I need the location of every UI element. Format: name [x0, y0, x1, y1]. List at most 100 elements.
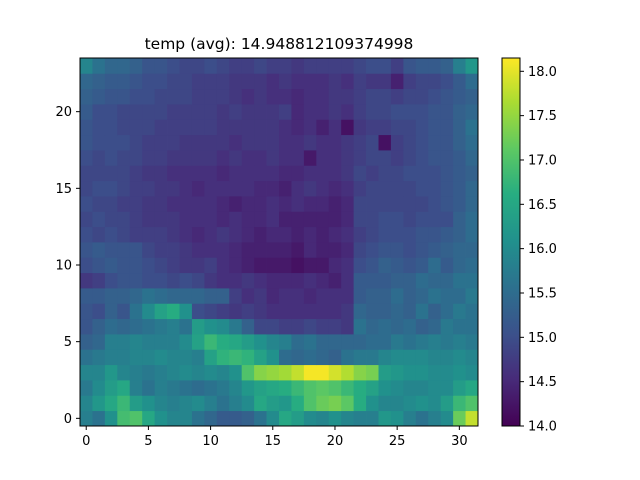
heatmap-cell — [179, 180, 193, 197]
heatmap-cell — [191, 180, 205, 197]
heatmap-cell — [366, 211, 379, 228]
heatmap-cell — [241, 196, 255, 212]
heatmap-cell — [415, 211, 429, 228]
heatmap-cell — [303, 395, 317, 412]
heatmap-cell — [279, 334, 292, 350]
heatmap-cell — [440, 58, 454, 74]
heatmap-cell — [316, 88, 330, 105]
heatmap-cell — [179, 318, 193, 335]
heatmap-cell — [291, 196, 305, 212]
heatmap-cell — [353, 226, 367, 243]
heatmap-cell — [229, 272, 243, 289]
heatmap-cell — [341, 196, 355, 212]
heatmap-cell — [415, 288, 429, 304]
heatmap-cell — [428, 257, 442, 274]
heatmap-cell — [266, 150, 280, 166]
heatmap-cell — [229, 104, 243, 120]
heatmap-cell — [104, 150, 118, 166]
heatmap-cell — [390, 211, 404, 228]
heatmap-cell — [415, 88, 429, 105]
heatmap-cell — [440, 380, 454, 396]
heatmap-cell — [191, 119, 205, 136]
heatmap-cell — [440, 180, 454, 197]
heatmap-cell — [465, 104, 479, 120]
heatmap-cell — [142, 196, 156, 212]
heatmap-cell — [216, 104, 230, 120]
heatmap-cell — [142, 303, 156, 320]
heatmap-cell — [191, 134, 205, 151]
heatmap-cell — [179, 410, 193, 427]
heatmap-cell — [216, 364, 230, 381]
heatmap-cell — [428, 349, 442, 366]
heatmap-cell — [465, 211, 479, 228]
x-tick-label: 5 — [144, 434, 152, 449]
heatmap-cell — [179, 226, 193, 243]
heatmap-cell — [428, 288, 442, 304]
heatmap-cell — [341, 303, 355, 320]
heatmap-cell — [167, 58, 180, 74]
heatmap-cell — [167, 150, 180, 166]
heatmap-cell — [92, 272, 106, 289]
heatmap-cell — [453, 334, 466, 350]
heatmap-cell — [303, 88, 317, 105]
heatmap-cell — [366, 288, 379, 304]
heatmap-cell — [279, 242, 292, 258]
heatmap-cell — [80, 380, 93, 396]
heatmap-cell — [353, 180, 367, 197]
heatmap-cell — [453, 196, 466, 212]
heatmap-cell — [440, 410, 454, 427]
heatmap-cell — [129, 303, 143, 320]
heatmap-cell — [154, 288, 168, 304]
heatmap-cell — [104, 364, 118, 381]
heatmap-cell — [229, 150, 243, 166]
heatmap-cell — [216, 211, 230, 228]
heatmap-cell — [80, 395, 93, 412]
heatmap-cell — [229, 303, 243, 320]
colorbar-ticks: 14.0 14.5 15.0 15.5 16.0 16.5 17.0 17.5 18.0 — [520, 65, 557, 435]
heatmap-cell — [142, 165, 156, 182]
heatmap-cell — [453, 226, 466, 243]
heatmap-cell — [254, 380, 267, 396]
heatmap-cell — [465, 303, 479, 320]
heatmap-cell — [390, 349, 404, 366]
heatmap-cell — [279, 165, 292, 182]
heatmap-cell — [191, 288, 205, 304]
heatmap-cell — [154, 180, 168, 197]
heatmap-cells — [80, 58, 479, 427]
heatmap-cell — [104, 395, 118, 412]
heatmap-cell — [316, 334, 330, 350]
heatmap-cell — [291, 334, 305, 350]
heatmap-cell — [279, 226, 292, 243]
heatmap-cell — [428, 242, 442, 258]
heatmap-cell — [154, 272, 168, 289]
heatmap-cell — [303, 165, 317, 182]
heatmap-cell — [341, 180, 355, 197]
heatmap-cell — [353, 395, 367, 412]
heatmap-cell — [403, 410, 417, 427]
heatmap-cell — [167, 334, 180, 350]
heatmap-cell — [216, 334, 230, 350]
heatmap-cell — [303, 303, 317, 320]
heatmap-cell — [353, 88, 367, 105]
heatmap-cell — [403, 180, 417, 197]
heatmap-cell — [266, 349, 280, 366]
heatmap-cell — [279, 303, 292, 320]
heatmap-cell — [142, 395, 156, 412]
heatmap-cell — [129, 395, 143, 412]
heatmap-cell — [291, 303, 305, 320]
heatmap-cell — [191, 410, 205, 427]
heatmap-cell — [465, 73, 479, 90]
heatmap-cell — [378, 104, 392, 120]
heatmap-cell — [378, 119, 392, 136]
heatmap-cell — [415, 349, 429, 366]
heatmap-cell — [279, 288, 292, 304]
heatmap-cell — [366, 410, 379, 427]
heatmap-cell — [453, 211, 466, 228]
heatmap-cell — [117, 119, 131, 136]
heatmap-cell — [316, 288, 330, 304]
heatmap-cell — [129, 364, 143, 381]
heatmap-cell — [316, 196, 330, 212]
heatmap-cell — [341, 165, 355, 182]
heatmap-cell — [167, 410, 180, 427]
